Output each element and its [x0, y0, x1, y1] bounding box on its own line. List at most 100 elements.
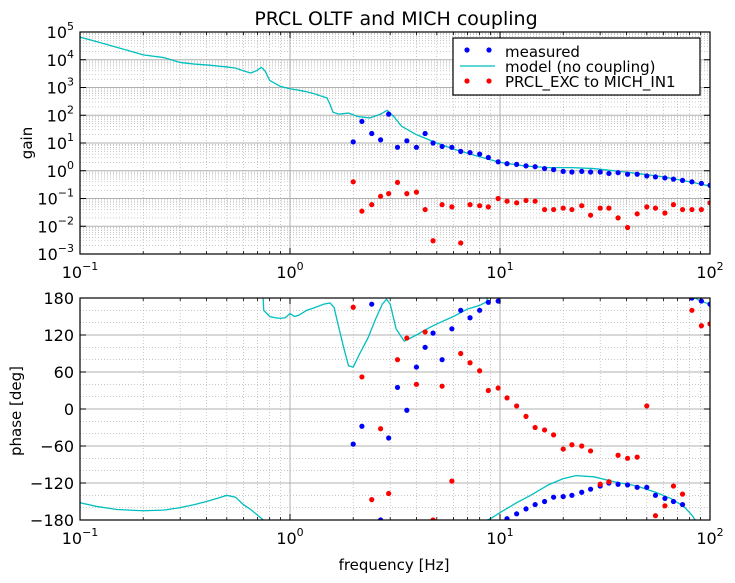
- data-point-coupling: [624, 455, 631, 461]
- data-point-measured: [477, 151, 483, 157]
- data-point-measured: [523, 506, 529, 512]
- ticks: [79, 31, 711, 255]
- data-point-coupling: [560, 446, 566, 452]
- data-point-measured: [597, 169, 603, 175]
- data-point-measured: [644, 484, 650, 490]
- data-point-coupling: [359, 208, 365, 214]
- data-point-measured: [413, 364, 420, 370]
- data-point-measured: [615, 481, 621, 487]
- chart-title: PRCL OLTF and MICH coupling: [254, 8, 537, 30]
- data-point-measured: [386, 435, 392, 441]
- data-point-coupling: [579, 443, 585, 449]
- data-point-coupling: [413, 189, 420, 195]
- data-point-coupling: [662, 210, 668, 216]
- data-point-coupling: [644, 403, 650, 409]
- legend-coupling-marker: [486, 78, 492, 84]
- data-point-measured: [458, 307, 464, 313]
- data-point-coupling: [634, 211, 640, 217]
- data-point-measured: [413, 144, 420, 150]
- data-point-measured: [359, 118, 365, 125]
- data-point-coupling: [369, 202, 375, 208]
- data-point-coupling: [449, 204, 455, 210]
- data-point-measured: [467, 315, 473, 321]
- data-point-coupling: [679, 491, 686, 497]
- legend: measured model (no coupling) PRCL_EXC to…: [452, 37, 701, 96]
- data-point-coupling: [541, 427, 548, 433]
- y-tick-label: −180: [30, 511, 74, 530]
- ticks: [79, 297, 711, 521]
- data-point-measured: [707, 301, 710, 307]
- data-point-coupling: [350, 304, 356, 310]
- grid: [80, 32, 710, 254]
- data-point-coupling: [707, 200, 710, 206]
- data-point-measured: [514, 161, 520, 167]
- y-tick-label: 60: [54, 363, 74, 382]
- data-point-coupling: [541, 206, 548, 213]
- data-point-coupling: [377, 193, 384, 199]
- data-point-measured: [569, 169, 575, 175]
- data-point-measured: [652, 492, 659, 498]
- y-tick-label: −60: [40, 437, 74, 456]
- data-point-coupling: [477, 368, 483, 374]
- data-point-measured: [394, 144, 401, 150]
- data-point-coupling: [377, 426, 384, 432]
- data-point-measured: [579, 168, 585, 174]
- data-point-coupling: [551, 206, 557, 213]
- data-point-measured: [394, 384, 401, 391]
- data-point-measured: [541, 498, 548, 505]
- y-tick-label: 120: [43, 326, 74, 345]
- data-point-measured: [439, 143, 445, 150]
- data-point-measured: [662, 175, 668, 181]
- x-tick-label: 100: [276, 260, 303, 282]
- data-point-coupling: [350, 179, 356, 185]
- y-tick-label: −120: [30, 474, 74, 493]
- data-point-measured: [369, 301, 375, 307]
- data-point-coupling: [458, 240, 464, 246]
- data-point-coupling: [495, 195, 501, 202]
- data-point-measured: [439, 357, 445, 363]
- y-tick-label: 101: [47, 131, 74, 153]
- data-point-coupling: [485, 204, 491, 210]
- data-point-measured: [662, 495, 668, 502]
- grid: [80, 298, 710, 520]
- data-point-coupling: [597, 205, 603, 211]
- data-point-coupling: [430, 517, 436, 520]
- data-point-measured: [634, 171, 640, 177]
- data-point-coupling: [615, 452, 621, 458]
- data-point-measured: [359, 423, 365, 429]
- data-point-measured: [541, 165, 548, 172]
- data-point-measured: [707, 182, 710, 188]
- data-point-measured: [551, 167, 557, 173]
- x-tick-label: 101: [486, 526, 513, 548]
- data-point-coupling: [404, 191, 410, 197]
- data-point-measured: [689, 179, 695, 185]
- y-tick-label: 103: [47, 76, 74, 98]
- data-point-coupling: [422, 329, 428, 335]
- data-point-measured: [377, 517, 384, 520]
- x-tick-label: 102: [696, 526, 723, 548]
- x-tick-label: 102: [696, 260, 723, 282]
- data-point-coupling: [504, 395, 510, 401]
- data-point-coupling: [551, 432, 557, 438]
- data-point-measured: [467, 150, 473, 156]
- y-tick-label: 10−1: [37, 187, 74, 209]
- gain-panel: 10−1 100 101 102 10−3 10−2 10−1 100 101 102 103 104…: [37, 20, 723, 282]
- data-point-coupling: [606, 479, 612, 485]
- y-tick-label: 100: [47, 159, 74, 181]
- data-point-measured: [430, 140, 436, 146]
- data-point-coupling: [644, 204, 650, 210]
- data-point-measured: [652, 174, 659, 180]
- data-point-coupling: [467, 360, 473, 366]
- data-point-coupling: [634, 454, 640, 460]
- legend-measured-marker: [464, 47, 470, 53]
- data-point-measured: [449, 144, 455, 150]
- y-tick-label: 10−2: [37, 214, 74, 236]
- data-point-coupling: [532, 198, 538, 204]
- data-point-coupling: [560, 205, 566, 211]
- gain-axis-label: gain: [18, 127, 36, 159]
- data-point-coupling: [624, 224, 631, 231]
- legend-coupling-marker: [464, 78, 470, 84]
- data-point-measured: [587, 169, 594, 175]
- legend-label-measured: measured: [505, 43, 580, 61]
